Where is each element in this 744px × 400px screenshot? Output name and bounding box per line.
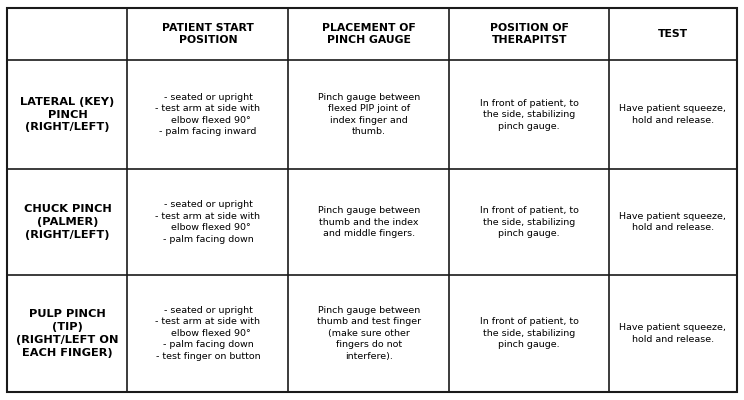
Text: TEST: TEST bbox=[658, 29, 687, 39]
Text: PULP PINCH
(TIP)
(RIGHT/LEFT ON
EACH FINGER): PULP PINCH (TIP) (RIGHT/LEFT ON EACH FIN… bbox=[16, 309, 119, 358]
Text: Pinch gauge between
thumb and test finger
(make sure other
fingers do not
interf: Pinch gauge between thumb and test finge… bbox=[317, 306, 421, 361]
Text: - seated or upright
- test arm at side with
  elbow flexed 90°
- palm facing dow: - seated or upright - test arm at side w… bbox=[155, 200, 260, 244]
Text: In front of patient, to
the side, stabilizing
pinch gauge.: In front of patient, to the side, stabil… bbox=[480, 99, 579, 130]
Text: Have patient squeeze,
hold and release.: Have patient squeeze, hold and release. bbox=[619, 104, 726, 125]
Text: - seated or upright
- test arm at side with
  elbow flexed 90°
- palm facing inw: - seated or upright - test arm at side w… bbox=[155, 93, 260, 136]
Text: PLACEMENT OF
PINCH GAUGE: PLACEMENT OF PINCH GAUGE bbox=[322, 22, 416, 45]
Text: Have patient squeeze,
hold and release.: Have patient squeeze, hold and release. bbox=[619, 323, 726, 344]
Text: - seated or upright
- test arm at side with
  elbow flexed 90°
- palm facing dow: - seated or upright - test arm at side w… bbox=[155, 306, 260, 361]
Text: PATIENT START
POSITION: PATIENT START POSITION bbox=[162, 22, 254, 45]
Text: Have patient squeeze,
hold and release.: Have patient squeeze, hold and release. bbox=[619, 212, 726, 232]
Text: POSITION OF
THERAPITST: POSITION OF THERAPITST bbox=[490, 22, 568, 45]
Text: In front of patient, to
the side, stabilizing
pinch gauge.: In front of patient, to the side, stabil… bbox=[480, 206, 579, 238]
Text: LATERAL (KEY)
PINCH
(RIGHT/LEFT): LATERAL (KEY) PINCH (RIGHT/LEFT) bbox=[20, 97, 115, 132]
Text: Pinch gauge between
thumb and the index
and middle fingers.: Pinch gauge between thumb and the index … bbox=[318, 206, 420, 238]
Text: CHUCK PINCH
(PALMER)
(RIGHT/LEFT): CHUCK PINCH (PALMER) (RIGHT/LEFT) bbox=[24, 204, 112, 240]
Text: In front of patient, to
the side, stabilizing
pinch gauge.: In front of patient, to the side, stabil… bbox=[480, 318, 579, 349]
Text: Pinch gauge between
flexed PIP joint of
index finger and
thumb.: Pinch gauge between flexed PIP joint of … bbox=[318, 93, 420, 136]
